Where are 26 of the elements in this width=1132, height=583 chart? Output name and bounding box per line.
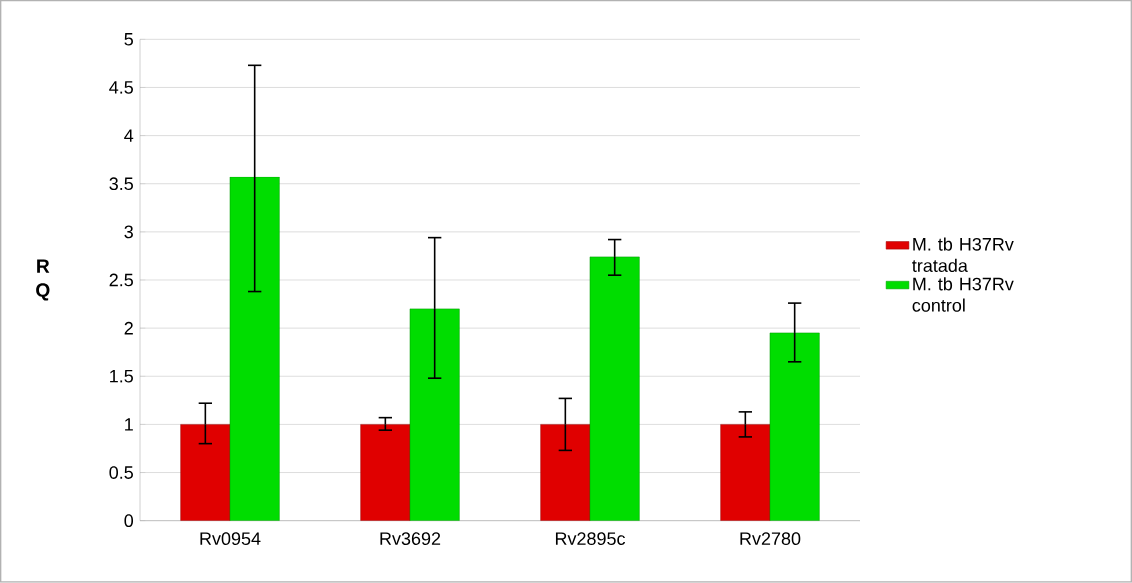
y-tick-label: 3 <box>124 225 133 239</box>
legend-label: M. tb H37Rv tratada <box>912 237 1014 273</box>
y-tick-label: 1 <box>125 418 133 431</box>
y-tick-label: 1.5 <box>110 370 133 383</box>
bar <box>409 308 460 521</box>
y-tick-label: 2.5 <box>109 273 133 287</box>
bar <box>540 424 591 521</box>
x-tick-label: Rv2780 <box>740 532 801 546</box>
bar <box>589 256 640 521</box>
y-tick-label: 3.5 <box>109 177 133 191</box>
y-tick-label: 4 <box>124 129 134 142</box>
bar <box>180 424 231 521</box>
bar <box>769 332 820 521</box>
y-tick-label: 2 <box>124 322 133 335</box>
bar <box>720 424 771 521</box>
legend-label: M. tb H37Rv control <box>912 277 1014 312</box>
y-axis-title: R Q <box>36 259 50 301</box>
x-tick-label: Rv3692 <box>380 532 441 546</box>
y-tick-label: 5 <box>124 33 133 46</box>
y-tick-label: 0.5 <box>109 466 133 480</box>
y-tick-label: 4.5 <box>109 81 133 94</box>
x-tick-label: Rv2895c <box>555 532 626 546</box>
y-tick-label: 0 <box>124 514 134 528</box>
x-tick-label: Rv0954 <box>200 532 261 546</box>
bar <box>360 424 411 521</box>
bar <box>229 176 280 521</box>
